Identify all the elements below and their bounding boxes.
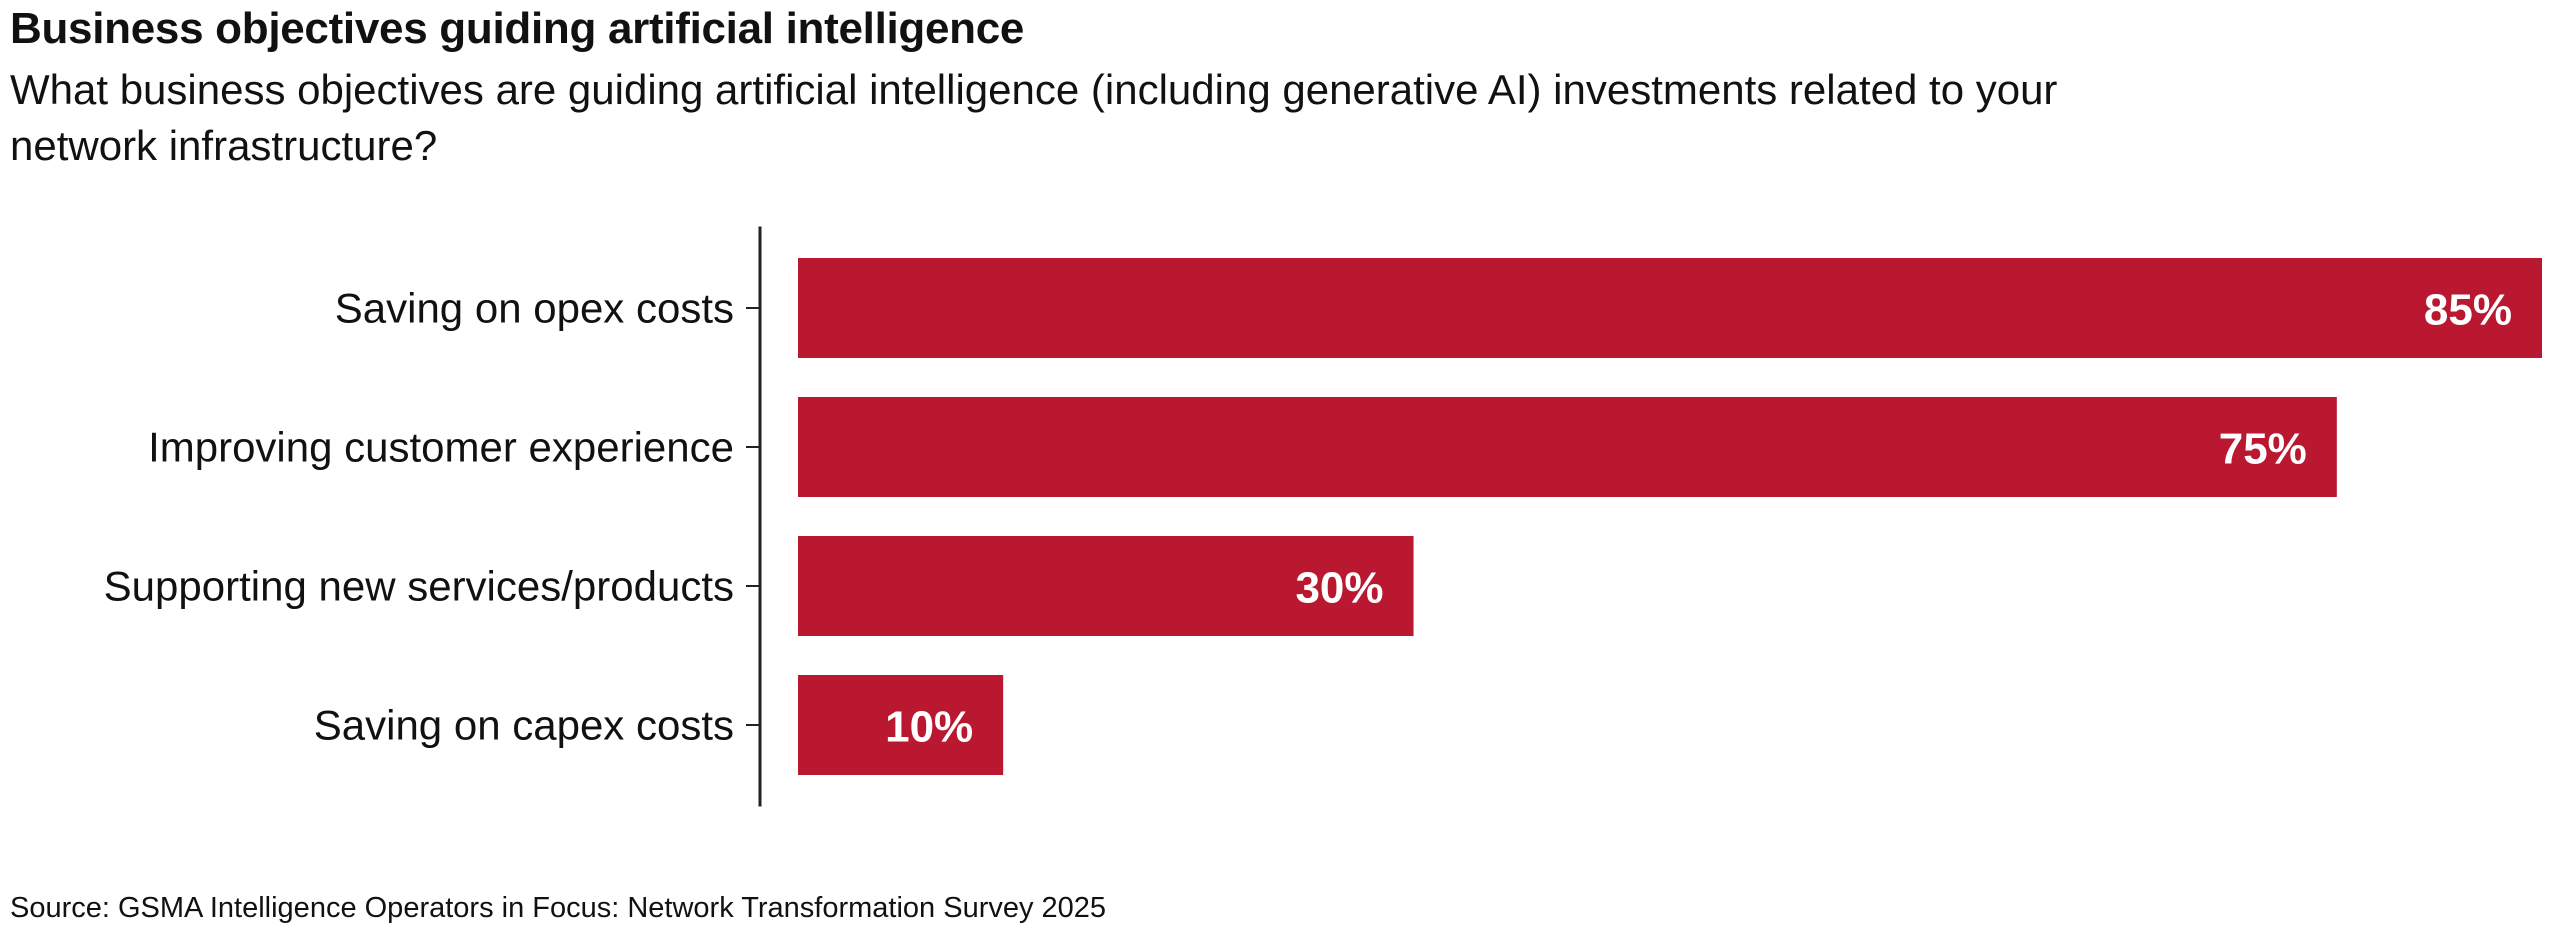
bar: [798, 258, 2542, 358]
bar: [798, 536, 1414, 636]
category-label: Supporting new services/products: [104, 563, 734, 610]
category-label: Saving on opex costs: [335, 285, 734, 332]
category-label: Improving customer experience: [148, 424, 734, 471]
category-label: Saving on capex costs: [314, 702, 734, 749]
bar-value-label: 75%: [2219, 425, 2307, 474]
source-note: Source: GSMA Intelligence Operators in F…: [10, 892, 1107, 924]
bar: [798, 675, 1004, 775]
bar-value-label: 85%: [2424, 286, 2512, 335]
chart-title: Business objectives guiding artificial i…: [10, 4, 1025, 53]
bar-value-label: 10%: [885, 703, 973, 752]
bar-value-label: 30%: [1295, 564, 1383, 613]
chart-subtitle: What business objectives are guiding art…: [10, 66, 2058, 169]
bar: [798, 397, 2337, 497]
